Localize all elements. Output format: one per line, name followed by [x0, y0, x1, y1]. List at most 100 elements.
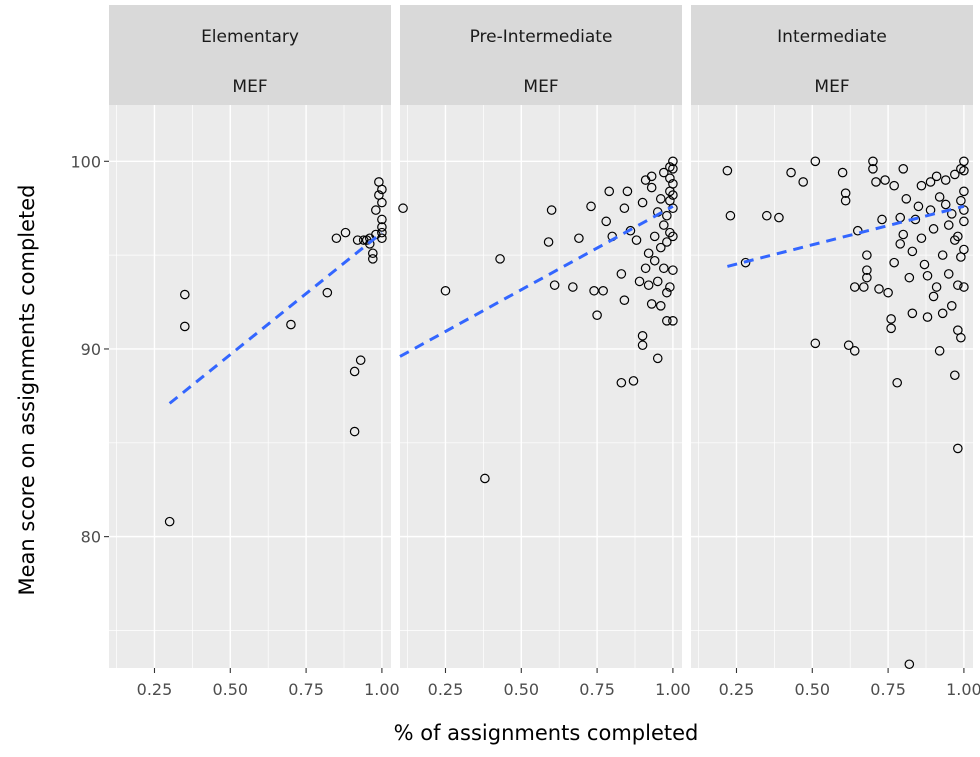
x-tick-label: 0.50 — [212, 680, 248, 699]
data-point — [592, 310, 602, 320]
data-point — [956, 332, 966, 343]
data-point — [622, 186, 633, 197]
data-point — [740, 257, 751, 268]
data-point — [398, 203, 408, 214]
data-point — [640, 263, 651, 274]
data-point — [652, 353, 663, 364]
data-point — [953, 443, 963, 454]
data-point — [637, 340, 648, 351]
data-point — [355, 355, 366, 366]
data-point — [898, 229, 909, 240]
data-point — [959, 282, 969, 292]
data-point — [940, 199, 951, 210]
y-tick-label: 80 — [81, 528, 101, 547]
data-point — [943, 220, 954, 230]
data-point — [371, 205, 381, 215]
data-point — [619, 295, 630, 305]
data-point — [668, 156, 678, 167]
data-point — [898, 164, 909, 174]
data-point — [904, 659, 915, 670]
data-point — [665, 282, 675, 292]
data-point — [874, 284, 884, 294]
data-point — [649, 255, 660, 266]
data-point — [665, 195, 675, 206]
data-point — [568, 282, 578, 292]
trend-line — [399, 205, 674, 358]
data-point — [331, 233, 342, 244]
x-tick-label: 1.00 — [655, 680, 691, 699]
data-point — [786, 167, 796, 178]
data-point — [762, 210, 772, 221]
data-point — [943, 269, 954, 279]
data-point — [637, 331, 648, 341]
data-point — [840, 188, 851, 199]
data-point — [931, 282, 942, 292]
data-point — [364, 239, 375, 249]
facet-panel-2: Pre-Intermediate MEF 0.25 0.50 0.75 1.00 — [398, 5, 691, 699]
facet-panel-3: Intermediate MEF 0.25 0.50 0.75 1.00 — [691, 5, 980, 699]
data-point — [889, 257, 899, 268]
x-tick-label: 0.50 — [794, 680, 830, 699]
facet-strip-label: MEF — [814, 77, 849, 97]
data-point — [546, 205, 557, 215]
data-point — [377, 197, 387, 208]
data-point — [598, 285, 608, 296]
data-point — [868, 156, 878, 167]
data-point — [725, 210, 736, 221]
data-point — [883, 287, 893, 298]
data-point — [895, 239, 906, 249]
facet-strip — [109, 5, 391, 105]
trend-line — [727, 204, 965, 268]
data-point — [837, 167, 848, 178]
data-point — [946, 209, 957, 219]
data-point — [616, 377, 627, 388]
data-point — [646, 171, 657, 182]
data-point — [862, 265, 872, 275]
data-point — [859, 282, 869, 292]
data-point — [652, 276, 663, 287]
data-point — [646, 182, 657, 193]
data-point — [849, 282, 860, 292]
data-point — [628, 376, 639, 386]
data-point — [180, 321, 190, 332]
x-tick-label: 0.50 — [503, 680, 539, 699]
x-tick-label: 0.25 — [719, 680, 755, 699]
facet-strip — [400, 5, 682, 105]
panel-background — [691, 105, 973, 668]
data-point — [286, 319, 296, 330]
y-tick-label: 100 — [70, 152, 101, 171]
data-point — [877, 214, 887, 225]
data-point — [959, 205, 969, 215]
data-point — [368, 248, 378, 259]
data-point — [907, 308, 918, 319]
data-point — [659, 220, 669, 230]
data-point — [886, 323, 896, 334]
data-point — [352, 235, 363, 245]
data-point — [368, 254, 378, 264]
data-point — [916, 180, 927, 191]
y-axis-title: Mean score on assignments completed — [15, 184, 39, 595]
data-point — [655, 194, 666, 204]
data-point — [956, 195, 966, 206]
data-point — [322, 287, 333, 298]
data-point — [668, 316, 678, 326]
data-point — [643, 280, 654, 290]
data-point — [849, 346, 860, 356]
panel-background — [109, 105, 391, 668]
x-tick-label: 0.75 — [870, 680, 906, 699]
data-point — [956, 252, 966, 262]
data-point — [937, 308, 948, 319]
data-point — [886, 314, 896, 324]
facet-panel-1: Elementary MEF 0.25 0.50 0.75 1.00 80 90 100 — [70, 5, 400, 699]
data-point — [937, 250, 948, 260]
x-tick-label: 0.75 — [579, 680, 615, 699]
data-point — [919, 259, 930, 270]
data-point — [907, 246, 918, 257]
data-point — [880, 175, 890, 185]
data-point — [934, 346, 945, 356]
data-point — [349, 366, 360, 377]
data-point — [871, 177, 881, 187]
data-point — [901, 194, 912, 204]
